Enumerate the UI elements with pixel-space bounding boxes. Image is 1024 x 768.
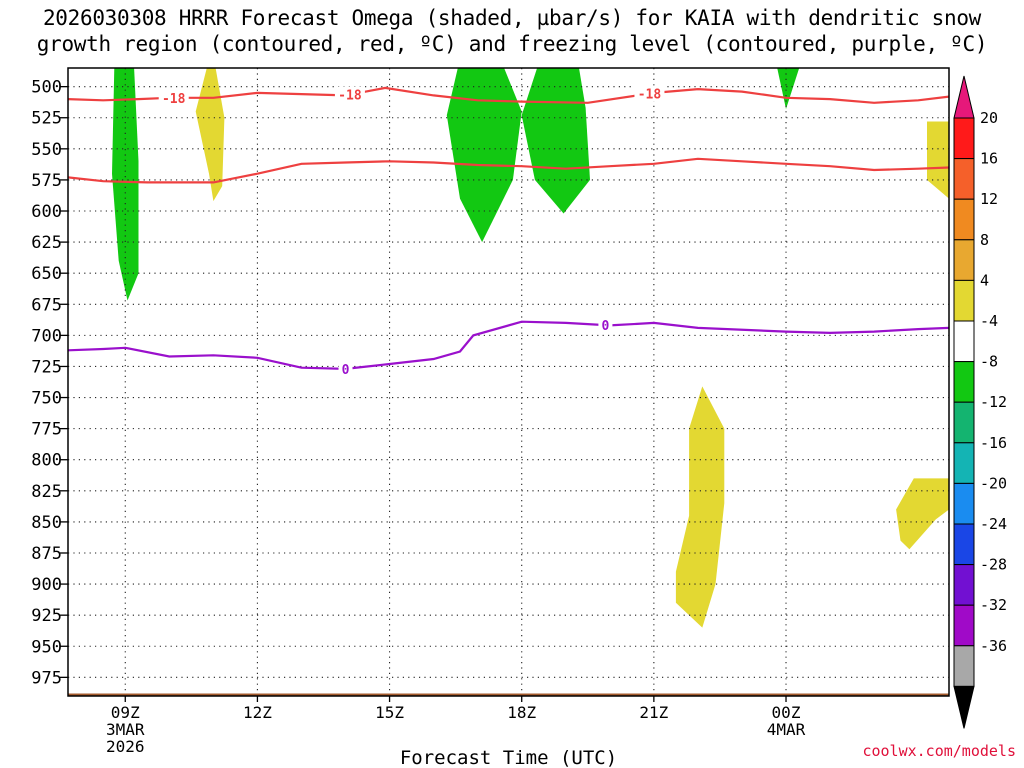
colorbar-swatch-0 — [953, 117, 975, 160]
omega-yellow-3 — [675, 386, 725, 628]
colorbar-label-0: 20 — [980, 109, 998, 127]
x-tick-label-9-2: 2026 — [106, 737, 145, 756]
colorbar-swatch-5 — [953, 320, 975, 363]
colorbar-label-9: -20 — [980, 474, 1007, 492]
omega-green-3 — [521, 68, 590, 214]
freezing-level-contour — [68, 320, 949, 371]
y-tick-label-550: 550 — [31, 140, 62, 160]
x-tick-label-18-0: 18Z — [507, 703, 536, 722]
y-tick-label-650: 650 — [31, 264, 62, 284]
dgz-lower-contour — [68, 157, 949, 184]
y-tick-label-675: 675 — [31, 295, 62, 315]
freezing-level-contour-label-0: 0 — [342, 363, 350, 378]
colorbar-swatch-10 — [953, 523, 975, 566]
colorbar-swatch-4 — [953, 279, 975, 322]
y-tick-label-925: 925 — [31, 606, 62, 626]
y-tick-label-875: 875 — [31, 544, 62, 564]
omega-yellow-2 — [927, 121, 949, 199]
dgz-upper-contour-label-bg-2 — [634, 85, 665, 102]
y-tick-label-600: 600 — [31, 202, 62, 222]
plot-layer: -18 -18 -18 0 0 — [68, 68, 949, 696]
freezing-level-contour-label-1: 0 — [601, 319, 609, 334]
colorbar-label-12: -32 — [980, 596, 1007, 614]
chart-title-line2: growth region (contoured, red, ºC) and f… — [36, 32, 988, 56]
colorbar-label-2: 12 — [980, 190, 998, 208]
dgz-upper-contour-label-1: -18 — [338, 89, 362, 104]
colorbar-bottom-arrow — [953, 685, 975, 729]
y-tick-label-700: 700 — [31, 326, 62, 346]
colorbar-swatch-2 — [953, 198, 975, 241]
colorbar-label-6: -8 — [980, 353, 998, 371]
x-tick-label-9-0: 09Z — [111, 703, 140, 722]
colorbar-swatch-8 — [953, 442, 975, 484]
x-tick-label-12-0: 12Z — [243, 703, 272, 722]
colorbar-label-8: -16 — [980, 434, 1007, 452]
colorbar-swatch-11 — [953, 564, 975, 606]
chart-title-line1: 2026030308 HRRR Forecast Omega (shaded, … — [42, 6, 982, 30]
omega-green-2 — [446, 68, 522, 243]
omega-green-1 — [112, 68, 139, 301]
colorbar-label-1: 16 — [980, 150, 998, 168]
y-tick-label-575: 575 — [31, 171, 62, 191]
y-tick-label-625: 625 — [31, 233, 62, 253]
colorbar-label-3: 8 — [980, 231, 989, 249]
colorbar-swatch-7 — [953, 401, 975, 444]
colorbar-swatch-13 — [953, 645, 975, 687]
colorbar-swatch-3 — [953, 239, 975, 281]
colorbar-label-11: -28 — [980, 556, 1007, 574]
dgz-upper-contour-label-bg-1 — [334, 86, 365, 103]
y-tick-label-750: 750 — [31, 389, 62, 409]
y-tick-label-975: 975 — [31, 668, 62, 688]
dgz-upper-contour-label-2: -18 — [638, 88, 662, 103]
plot-frame — [67, 67, 950, 697]
x-axis-title: Forecast Time (UTC) — [400, 747, 617, 768]
omega-yellow-4 — [896, 478, 949, 550]
colorbar-swatch-12 — [953, 604, 975, 647]
x-tick-label-21-0: 21Z — [639, 703, 668, 722]
x-tick-label-24-1: 4MAR — [767, 720, 806, 739]
colorbar-swatch-9 — [953, 482, 975, 525]
freezing-level-contour-label-bg-0 — [338, 360, 353, 377]
freezing-level-contour-label-bg-1 — [598, 317, 613, 334]
colorbar-label-7: -12 — [980, 393, 1007, 411]
colorbar-top-arrow — [953, 75, 975, 119]
y-tick-label-500: 500 — [31, 78, 62, 98]
omega-yellow-1 — [195, 68, 225, 202]
terrain-band — [68, 693, 949, 696]
colorbar-swatch-1 — [953, 158, 975, 200]
y-tick-label-825: 825 — [31, 482, 62, 502]
credit-link[interactable]: coolwx.com/models — [862, 742, 1016, 760]
x-tick-label-15-0: 15Z — [375, 703, 404, 722]
y-tick-label-725: 725 — [31, 357, 62, 377]
colorbar-swatch-6 — [953, 361, 975, 403]
dgz-upper-contour-label-0: -18 — [162, 92, 186, 107]
omega-green-4 — [777, 68, 800, 109]
y-tick-label-775: 775 — [31, 420, 62, 440]
y-tick-label-850: 850 — [31, 513, 62, 533]
y-tick-label-525: 525 — [31, 109, 62, 129]
dgz-upper-contour-label-bg-0 — [158, 89, 189, 106]
y-tick-label-800: 800 — [31, 451, 62, 471]
y-tick-label-950: 950 — [31, 637, 62, 657]
colorbar-label-10: -24 — [980, 515, 1007, 533]
x-tick-label-9-1: 3MAR — [106, 720, 145, 739]
colorbar-label-5: -4 — [980, 312, 998, 330]
x-tick-label-24-0: 00Z — [772, 703, 801, 722]
colorbar-label-13: -36 — [980, 637, 1007, 655]
y-tick-label-900: 900 — [31, 575, 62, 595]
colorbar-label-4: 4 — [980, 271, 989, 289]
